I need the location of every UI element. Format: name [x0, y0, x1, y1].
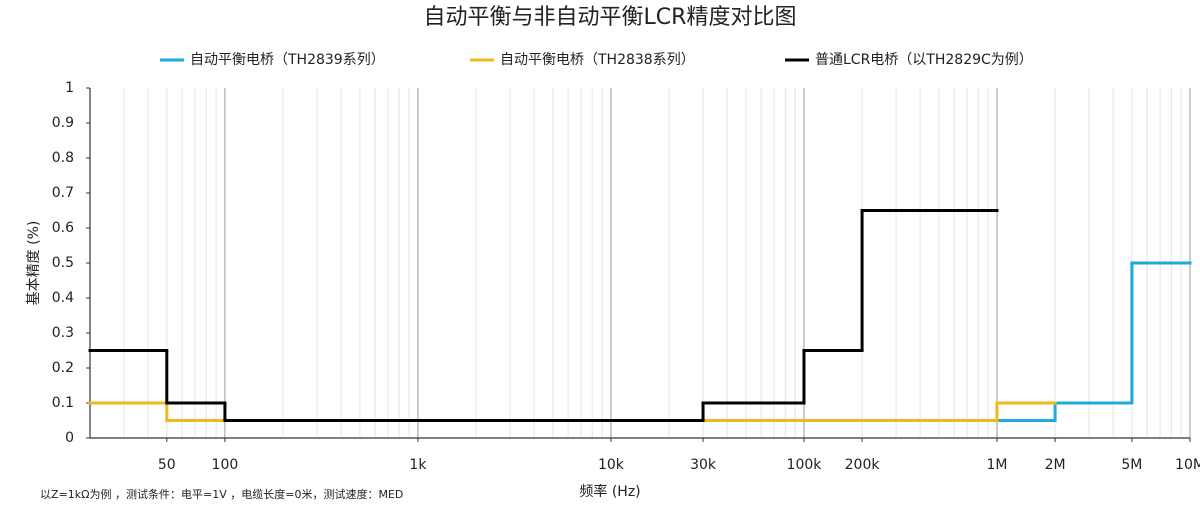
y-tick-label: 0.5 [52, 255, 74, 271]
x-tick-label: 1k [409, 457, 427, 473]
y-tick-label: 0.3 [52, 325, 74, 341]
legend-label: 普通LCR电桥（以TH2829C为例） [815, 52, 1033, 68]
y-axis-label: 基本精度 (%) [25, 221, 42, 306]
x-tick-label: 50 [158, 457, 176, 473]
x-tick-label: 10k [598, 457, 625, 473]
y-tick-label: 0 [65, 430, 74, 446]
x-tick-label: 30k [690, 457, 717, 473]
y-tick-label: 0.1 [52, 395, 74, 411]
y-tick-label: 0.8 [52, 150, 74, 166]
y-tick-label: 1 [65, 80, 74, 96]
x-tick-label: 5M [1121, 457, 1142, 473]
x-tick-label: 10M [1175, 457, 1200, 473]
y-tick-label: 0.9 [52, 115, 74, 131]
x-tick-label: 2M [1045, 457, 1066, 473]
chart-title: 自动平衡与非自动平衡LCR精度对比图 [424, 5, 797, 30]
y-tick-label: 0.4 [52, 290, 74, 306]
x-tick-label: 200k [845, 457, 881, 473]
footnote: 以Z=1kΩ为例 ，测试条件：电平=1V ，电缆长度=0米，测试速度：MED [40, 487, 403, 501]
x-tick-label: 100 [212, 457, 239, 473]
x-tick-label: 1M [986, 457, 1007, 473]
x-axis-label: 频率 (Hz) [579, 483, 640, 500]
legend-label: 自动平衡电桥（TH2839系列） [190, 52, 385, 68]
legend-label: 自动平衡电桥（TH2838系列） [500, 52, 695, 68]
y-tick-label: 0.7 [52, 185, 74, 201]
y-tick-label: 0.6 [52, 220, 74, 236]
x-tick-label: 100k [787, 457, 823, 473]
y-tick-label: 0.2 [52, 360, 74, 376]
